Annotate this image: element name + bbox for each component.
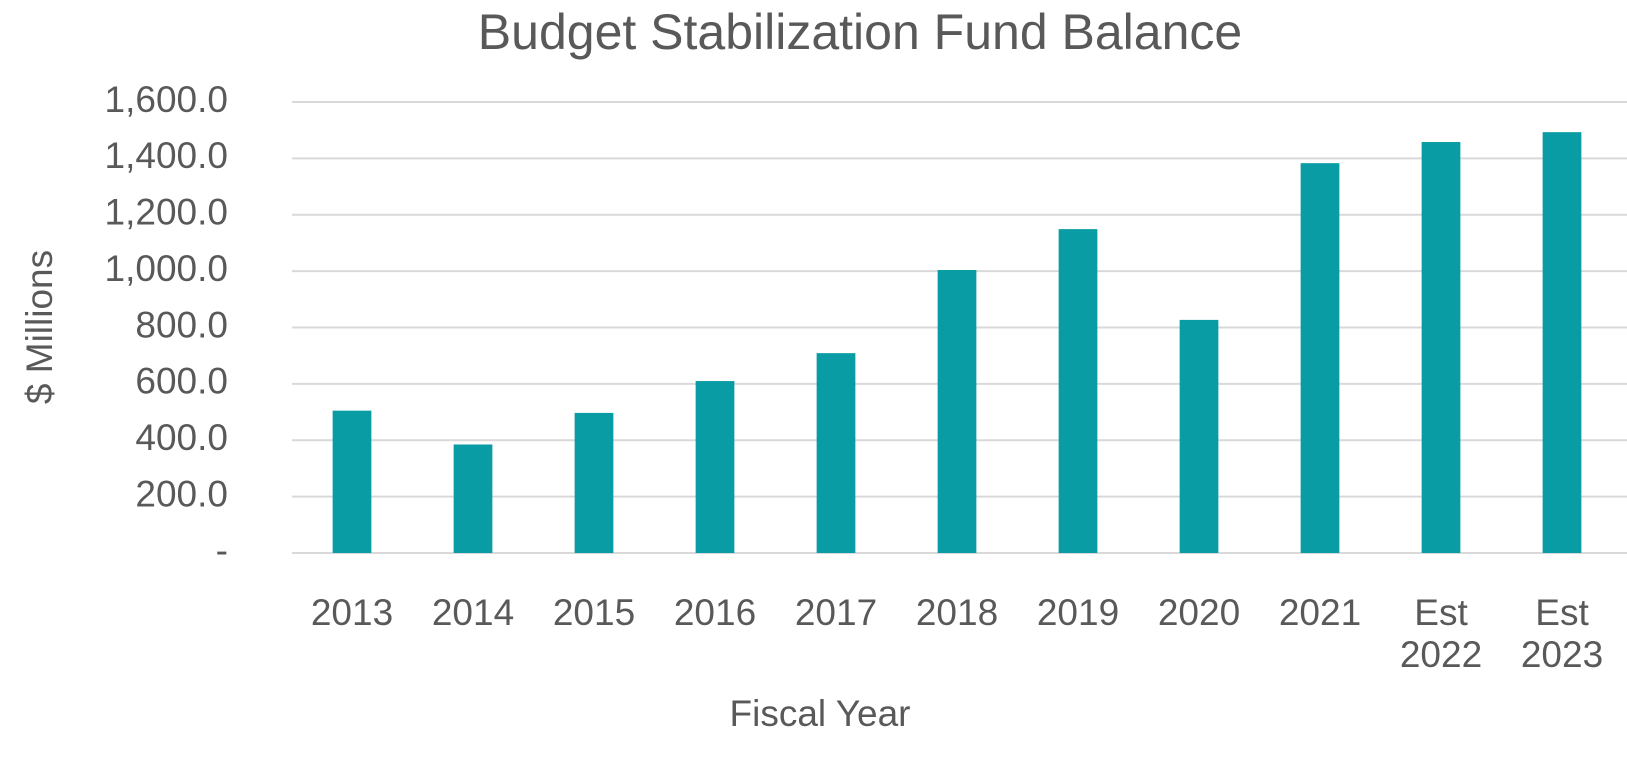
- bar: [1542, 132, 1582, 553]
- y-tick-label: 200.0: [135, 473, 228, 514]
- x-tick-label: Est 2023: [1520, 592, 1604, 675]
- bar: [1421, 142, 1461, 553]
- bar: [937, 269, 977, 553]
- x-tick-label: 2014: [431, 592, 515, 633]
- bar: [695, 381, 735, 553]
- x-tick-label: 2019: [1036, 592, 1120, 633]
- y-tick-label: 1,600.0: [105, 79, 228, 120]
- bar: [816, 353, 856, 553]
- y-axis-label: $ Millions: [19, 250, 60, 404]
- y-tick-label: 1,000.0: [105, 248, 228, 289]
- bar: [574, 412, 614, 553]
- x-tick-label: 2017: [794, 592, 878, 633]
- bar: [1300, 163, 1340, 553]
- y-tick-label: 400.0: [135, 417, 228, 458]
- y-tick-label: 1,400.0: [105, 135, 228, 176]
- y-tick-label: 1,200.0: [105, 192, 228, 233]
- x-tick-label: 2021: [1278, 592, 1362, 633]
- x-tick-label: Est 2022: [1399, 592, 1483, 675]
- y-tick-label: -: [216, 530, 228, 571]
- chart-title: Budget Stabilization Fund Balance: [478, 4, 1242, 60]
- bar: [332, 410, 372, 553]
- bar: [1179, 319, 1219, 553]
- bar: [453, 444, 493, 553]
- x-tick-label: 2013: [310, 592, 394, 633]
- y-tick-label: 800.0: [135, 304, 228, 345]
- x-axis-label: Fiscal Year: [730, 693, 911, 734]
- x-tick-label: 2018: [915, 592, 999, 633]
- bar: [1058, 229, 1098, 554]
- x-tick-label: 2020: [1157, 592, 1241, 633]
- x-tick-label: 2016: [673, 592, 757, 633]
- x-tick-label: 2015: [552, 592, 636, 633]
- y-tick-label: 600.0: [135, 361, 228, 402]
